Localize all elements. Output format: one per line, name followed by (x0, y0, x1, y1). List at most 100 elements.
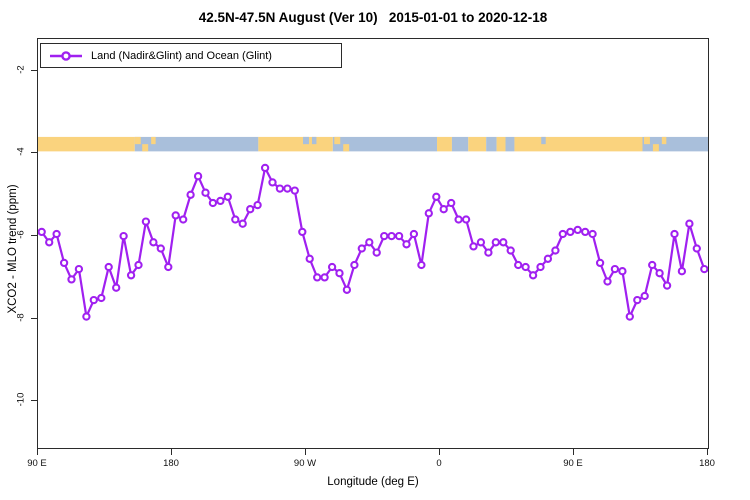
data-point (97, 293, 106, 303)
data-point (447, 198, 456, 208)
y-tick-label: -10 (15, 392, 27, 407)
map-band-segment-ocean (486, 136, 497, 152)
data-point (223, 192, 232, 201)
data-point (461, 215, 471, 224)
plot-area: Land (Nadir&Glint) and Ocean (Glint) (37, 38, 709, 449)
map-band-patch-land (643, 136, 650, 145)
data-point (640, 291, 649, 301)
legend-box: Land (Nadir&Glint) and Ocean (Glint) (40, 43, 342, 68)
map-band-patch-land (652, 144, 659, 152)
map-band-patch-land (343, 144, 350, 152)
y-tick-mark (31, 317, 37, 319)
x-tick-mark (37, 449, 38, 455)
data-point (119, 231, 128, 241)
data-point (149, 238, 158, 247)
map-band-patch-land (334, 136, 341, 145)
data-point (670, 229, 679, 239)
x-axis-title: Longitude (deg E) (327, 476, 419, 488)
data-point (305, 254, 314, 263)
data-point (186, 190, 195, 199)
data-point (588, 229, 597, 239)
data-point (439, 205, 448, 214)
x-tick-label: 180 (163, 458, 179, 469)
data-point (387, 231, 396, 241)
data-point (179, 215, 188, 224)
data-point (677, 267, 687, 276)
data-point (506, 246, 515, 255)
data-point (134, 260, 143, 270)
x-tick-mark (439, 449, 440, 455)
map-band-segment-ocean (332, 136, 438, 152)
map-band-segment-land (496, 136, 506, 152)
map-band-segment-land (468, 136, 487, 152)
data-point (141, 217, 151, 226)
map-band-patch-land (142, 144, 149, 152)
data-point (610, 264, 620, 274)
data-point (89, 295, 98, 305)
data-point (528, 271, 538, 280)
data-point (193, 172, 203, 181)
data-point (514, 260, 523, 270)
data-point (365, 238, 374, 247)
data-point (648, 260, 657, 270)
data-point (290, 186, 299, 195)
data-point (253, 200, 262, 210)
data-point (164, 262, 173, 272)
data-point (350, 260, 359, 270)
map-band-patch-land (151, 136, 156, 145)
chart-svg (38, 136, 708, 321)
map-band-segment-ocean (505, 136, 515, 152)
x-tick-label: 90 E (27, 458, 47, 469)
data-point (454, 215, 463, 224)
map-band-segment-ocean (642, 136, 708, 152)
legend-line-marker-icon (50, 50, 82, 61)
data-point (126, 271, 136, 280)
data-point (82, 312, 91, 321)
map-band-segment-land (258, 136, 333, 152)
x-tick-label: 90 E (563, 458, 583, 469)
y-tick-label: -2 (15, 65, 27, 74)
data-point (201, 188, 210, 197)
map-band-patch-land (134, 136, 141, 145)
data-point (595, 258, 605, 268)
data-point (283, 184, 292, 193)
data-point (335, 269, 344, 278)
data-point (52, 229, 61, 239)
map-band-patch-land (661, 136, 667, 145)
data-point (432, 192, 441, 201)
data-point (380, 231, 389, 241)
data-point (566, 227, 575, 237)
data-point (655, 269, 664, 278)
data-point (45, 238, 54, 247)
map-band-segment-land (514, 136, 643, 152)
data-point (171, 211, 180, 220)
x-tick-mark (171, 449, 172, 455)
x-tick-mark (305, 449, 306, 455)
data-point (112, 283, 121, 292)
data-point (342, 285, 352, 294)
y-tick-mark (31, 152, 37, 154)
data-point (327, 262, 337, 272)
data-point (238, 219, 247, 228)
data-point (275, 184, 285, 193)
data-point (424, 209, 433, 218)
data-point (231, 215, 240, 224)
data-point (320, 273, 329, 282)
data-point (551, 246, 560, 255)
data-point (260, 163, 270, 173)
data-point (298, 227, 307, 237)
data-point (38, 227, 46, 237)
x-tick-label: 0 (436, 458, 442, 469)
data-point (156, 244, 165, 253)
data-point (581, 227, 590, 237)
data-point (246, 205, 255, 214)
data-point (700, 264, 708, 274)
data-point (74, 264, 84, 274)
data-point (469, 242, 478, 251)
x-tick-label: 90 W (293, 458, 317, 469)
data-point (573, 225, 582, 235)
data-point (59, 258, 69, 268)
data-point (268, 178, 277, 187)
x-tick-label: 180 (699, 458, 715, 469)
